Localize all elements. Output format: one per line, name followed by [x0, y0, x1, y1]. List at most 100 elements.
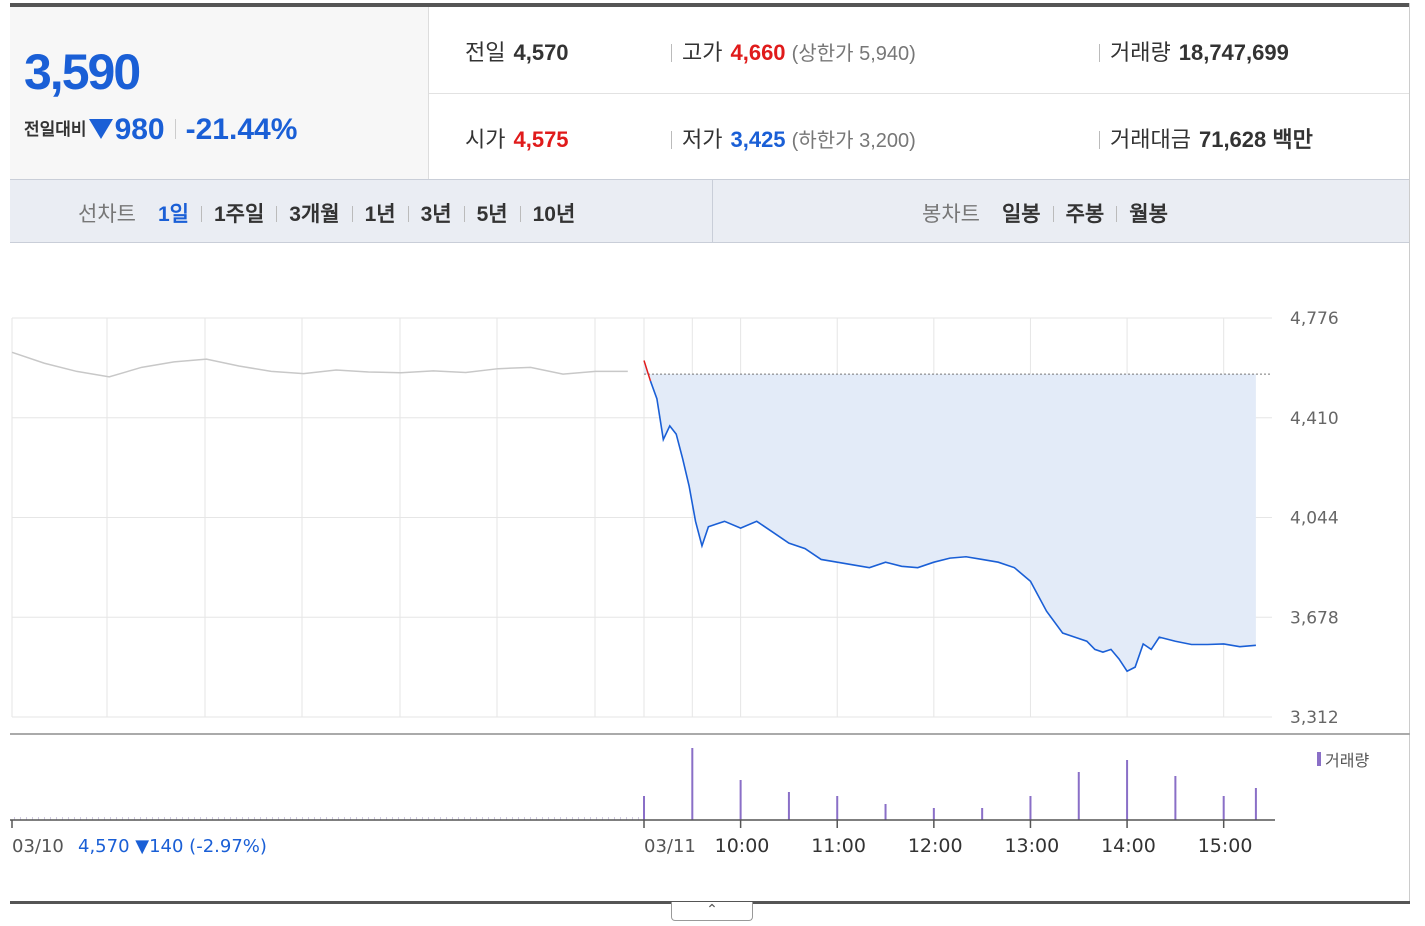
volume-bar-prev [434, 817, 435, 820]
divider [200, 206, 202, 222]
volume-bar-prev [62, 817, 63, 820]
tab-1week[interactable]: 1주일 [213, 203, 265, 226]
volume-bar-prev [416, 817, 417, 820]
volume-bar-prev [452, 817, 453, 820]
volume-bar-prev [104, 817, 105, 820]
volume-bar-prev [554, 817, 555, 820]
change-label: 전일대비 [24, 120, 87, 139]
y-tick-label: 4,410 [1290, 409, 1339, 429]
volume-bar-prev [548, 817, 549, 820]
volume-bar-prev [116, 817, 117, 820]
tab-group-divider [712, 180, 713, 242]
volume-bar-prev [38, 817, 39, 820]
tab-monthly-candle[interactable]: 월봉 [1129, 203, 1168, 226]
volume-bar-prev [476, 817, 477, 820]
tab-3month[interactable]: 3개월 [289, 203, 340, 226]
volume-bar-prev [638, 817, 639, 820]
x-tick-label: 03/10 [12, 836, 64, 857]
volume-bar-prev [602, 817, 603, 820]
volume-bar [1254, 788, 1257, 820]
volume-bar-prev [188, 817, 189, 820]
volume-bar-prev [68, 817, 69, 820]
volume-bar-prev [326, 817, 327, 820]
chevron-up-icon[interactable]: ⌃ [671, 902, 753, 921]
volume-bar-prev [626, 817, 627, 820]
tab-5year[interactable]: 5년 [476, 203, 508, 226]
divider [276, 206, 278, 222]
volume-bar-prev [86, 817, 87, 820]
volume-bar-prev [320, 817, 321, 820]
chart-labels: 4,776 4,410 4,044 3,678 3,312 거래량 03/10 4,570 ▼… [12, 309, 1369, 857]
volume-bar [739, 780, 742, 820]
volume-bar-prev [224, 817, 225, 820]
volume-bar-prev [206, 817, 207, 820]
volume-bar [932, 808, 935, 820]
volume-bar-prev [446, 817, 447, 820]
x-tick-label: 12:00 [908, 835, 963, 857]
volume-bar-prev [362, 817, 363, 820]
volume-bar-prev [368, 817, 369, 820]
volume-bar-prev [122, 817, 123, 820]
amount-cell: 거래대금 71,628 백만 [1099, 122, 1313, 154]
volume-bar [1029, 796, 1032, 820]
volume-bar-prev [488, 817, 489, 820]
divider [463, 206, 465, 222]
volume-bar-prev [248, 817, 249, 820]
volume-bar-prev [236, 817, 237, 820]
x-tick-label: 03/11 [644, 836, 696, 857]
volume-bar-prev [512, 817, 513, 820]
volume-bar-prev [482, 817, 483, 820]
volume-bar-prev [314, 817, 315, 820]
x-tick-label: 15:00 [1198, 835, 1253, 857]
chart-fill-area [644, 360, 1256, 672]
volume-bar [643, 796, 645, 820]
volume-bar-prev [26, 817, 27, 820]
volume-bar-prev [128, 817, 129, 820]
volume-bar-prev [632, 817, 633, 820]
volume-bar-prev [596, 817, 597, 820]
current-price: 3,590 [24, 44, 141, 100]
volume-legend-swatch [1317, 752, 1321, 766]
prev-day-summary: 4,570 ▼140 (-2.97%) [78, 836, 267, 857]
tab-10year[interactable]: 10년 [532, 203, 576, 226]
tab-1year[interactable]: 1년 [364, 203, 396, 226]
high-label: 고가 [682, 40, 723, 65]
divider [1099, 131, 1100, 149]
info-row-1: 전일 4,570 고가 4,660 (상한가 5,940) 거래량 18,747,69… [429, 7, 1409, 94]
series-line-prev-day [11, 351, 628, 378]
chart-tab-bar: 선차트 1일 1주일 3개월 1년 3년 5년 10년 봉차트 일봉 주봉 월봉 [10, 179, 1409, 243]
volume-legend-label: 거래량 [1325, 751, 1369, 770]
divider [671, 44, 672, 62]
volume-bar-prev [110, 817, 111, 820]
divider [407, 206, 409, 222]
volume-bar [1126, 760, 1129, 820]
change-amount: 980 [114, 113, 165, 146]
tab-3year[interactable]: 3년 [420, 203, 452, 226]
candle-chart-title: 봉차트 [922, 203, 980, 226]
volume-bar [884, 804, 887, 820]
volume-bar-prev [386, 817, 387, 820]
right-border [1409, 3, 1410, 903]
volume-bar-prev [134, 817, 135, 820]
tab-1day[interactable]: 1일 [157, 203, 189, 226]
low-cell: 저가 3,425 (하한가 3,200) [671, 122, 916, 154]
divider [174, 119, 176, 139]
candle-chart-tabs: 봉차트 일봉 주봉 월봉 [922, 198, 1168, 228]
open-value: 4,575 [513, 127, 569, 152]
volume-bar-prev [284, 817, 285, 820]
line-chart-tabs: 선차트 1일 1주일 3개월 1년 3년 5년 10년 [78, 198, 575, 228]
chart-lines [11, 351, 1272, 673]
line-chart-title: 선차트 [78, 203, 136, 226]
tab-daily-candle[interactable]: 일봉 [1001, 203, 1041, 226]
volume-bar [1077, 772, 1080, 820]
volume-bar-prev [296, 817, 297, 820]
volume-bar-prev [266, 817, 267, 820]
volume-bar [787, 792, 790, 820]
volume-bar-prev [398, 817, 399, 820]
divider [671, 131, 672, 149]
volume-bar-prev [578, 817, 579, 820]
divider [1099, 44, 1100, 62]
volume-bar-prev [404, 817, 405, 820]
x-tick-label: 11:00 [811, 835, 866, 857]
tab-weekly-candle[interactable]: 주봉 [1065, 203, 1105, 226]
